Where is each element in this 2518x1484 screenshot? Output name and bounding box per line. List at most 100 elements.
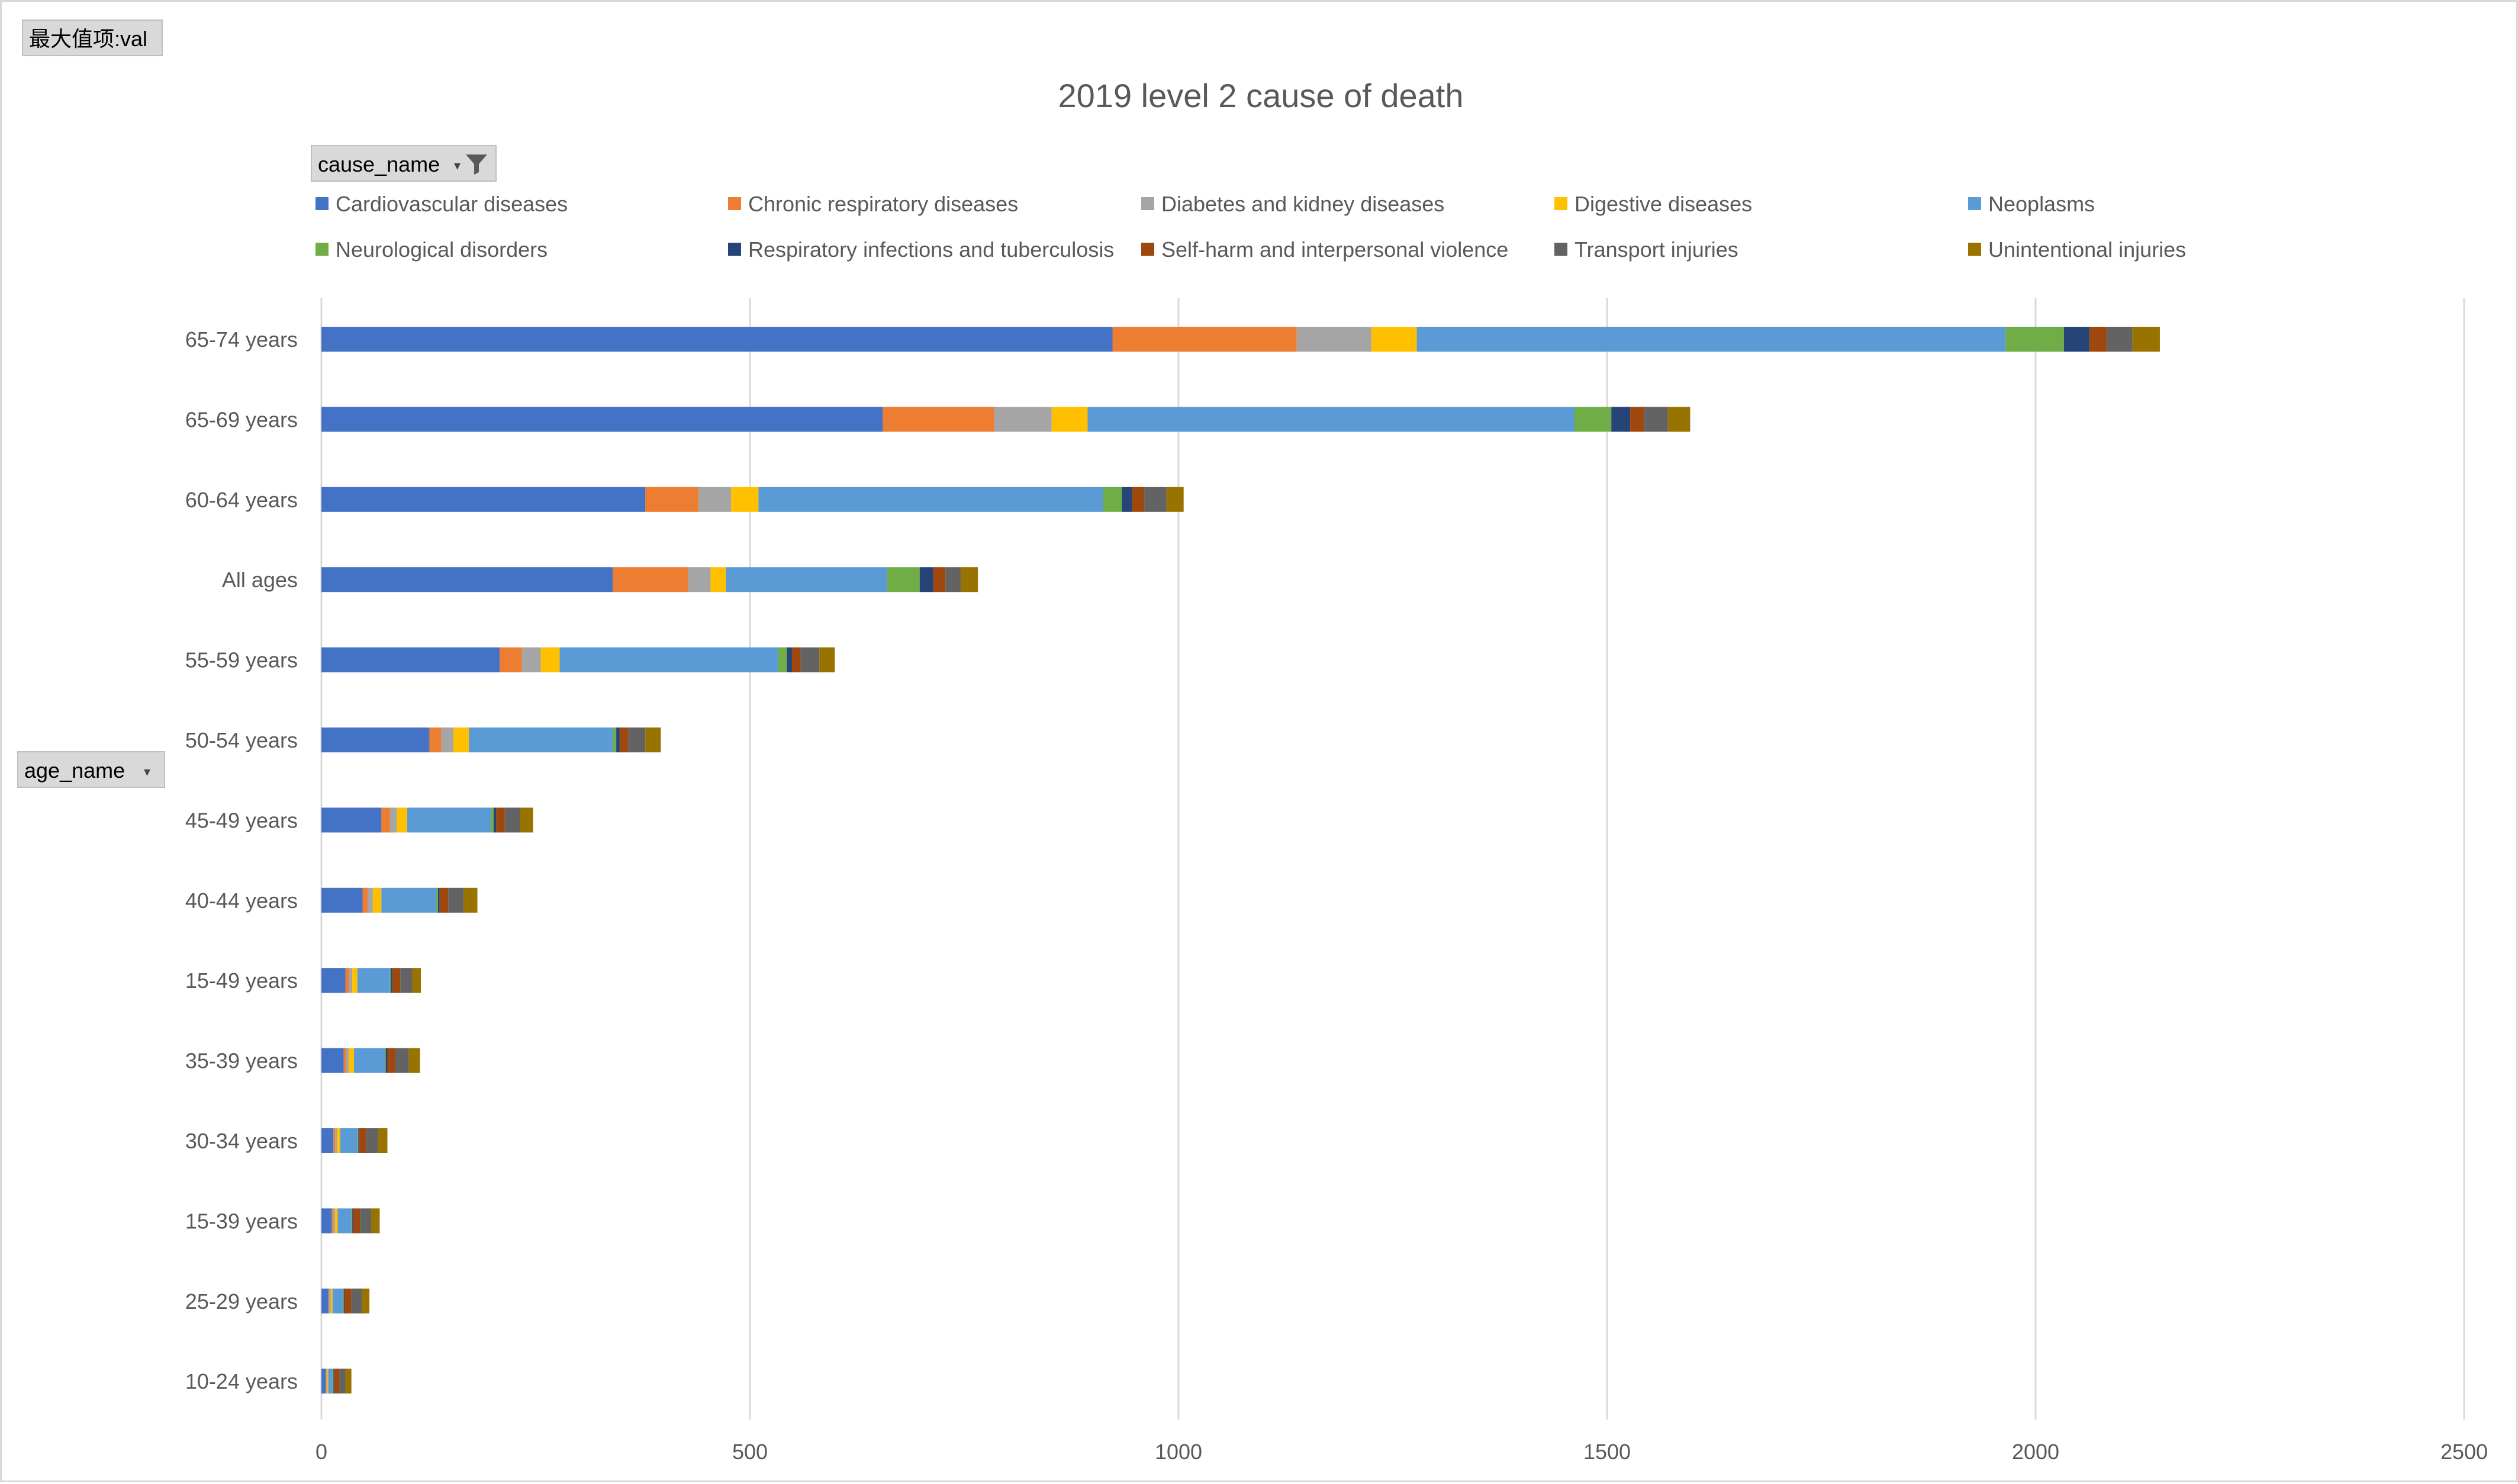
legend-item[interactable]: Cardiovascular diseases <box>315 190 568 218</box>
bar-segment[interactable] <box>448 887 464 913</box>
bar-segment[interactable] <box>559 647 778 672</box>
bar-segment[interactable] <box>321 1048 344 1073</box>
bar-segment[interactable] <box>335 1208 338 1234</box>
bar-segment[interactable] <box>391 968 393 993</box>
bar-segment[interactable] <box>362 1288 370 1314</box>
bar-segment[interactable] <box>352 1208 353 1234</box>
bar-segment[interactable] <box>500 647 522 672</box>
bar-segment[interactable] <box>1132 487 1145 512</box>
bar-segment[interactable] <box>321 327 1113 352</box>
bar-segment[interactable] <box>321 1128 334 1153</box>
bar-segment[interactable] <box>327 1369 329 1394</box>
bar-segment[interactable] <box>337 1208 352 1234</box>
bar-segment[interactable] <box>358 1128 359 1153</box>
age-name-filter-button[interactable]: age_name ▾ <box>17 751 165 788</box>
bar-segment[interactable] <box>321 807 382 833</box>
bar-segment[interactable] <box>1087 407 1574 432</box>
bar-segment[interactable] <box>339 1369 346 1394</box>
bar-segment[interactable] <box>758 487 1103 512</box>
bar-segment[interactable] <box>1644 407 1668 432</box>
bar-segment[interactable] <box>333 1208 336 1234</box>
bar-segment[interactable] <box>933 567 946 593</box>
bar-segment[interactable] <box>2107 327 2133 352</box>
bar-segment[interactable] <box>1103 487 1122 512</box>
bar-segment[interactable] <box>520 807 533 833</box>
bar-segment[interactable] <box>360 1208 371 1234</box>
bar-segment[interactable] <box>698 487 732 512</box>
bar-segment[interactable] <box>343 1048 346 1073</box>
legend-item[interactable]: Neurological disorders <box>315 236 548 264</box>
bar-segment[interactable] <box>1611 407 1631 432</box>
bar-segment[interactable] <box>710 567 726 593</box>
bar-segment[interactable] <box>345 968 349 993</box>
bar-segment[interactable] <box>1296 327 1371 352</box>
bar-segment[interactable] <box>321 1208 332 1234</box>
bar-segment[interactable] <box>726 567 887 593</box>
bar-segment[interactable] <box>1371 327 1417 352</box>
bar-segment[interactable] <box>332 1288 343 1314</box>
bar-segment[interactable] <box>321 567 613 593</box>
bar-segment[interactable] <box>919 567 933 593</box>
bar-segment[interactable] <box>381 887 437 913</box>
bar-segment[interactable] <box>2005 327 2064 352</box>
bar-segment[interactable] <box>1144 487 1167 512</box>
bar-segment[interactable] <box>321 968 346 993</box>
bar-segment[interactable] <box>366 1128 378 1153</box>
bar-segment[interactable] <box>392 968 401 993</box>
bar-segment[interactable] <box>540 647 560 672</box>
bar-segment[interactable] <box>439 887 449 913</box>
bar-segment[interactable] <box>333 1369 334 1394</box>
bar-segment[interactable] <box>2063 327 2090 352</box>
legend-item[interactable]: Respiratory infections and tuberculosis <box>728 236 1114 264</box>
bar-segment[interactable] <box>504 807 520 833</box>
bar-segment[interactable] <box>994 407 1052 432</box>
bar-segment[interactable] <box>357 968 390 993</box>
bar-segment[interactable] <box>412 968 421 993</box>
bar-segment[interactable] <box>335 1128 337 1153</box>
bar-segment[interactable] <box>321 407 883 432</box>
bar-segment[interactable] <box>321 647 500 672</box>
bar-segment[interactable] <box>359 1128 366 1153</box>
bar-segment[interactable] <box>961 567 978 593</box>
bar-segment[interactable] <box>441 727 453 752</box>
bar-segment[interactable] <box>645 727 661 752</box>
bar-segment[interactable] <box>2132 327 2160 352</box>
bar-segment[interactable] <box>345 1369 352 1394</box>
filter-icon[interactable] <box>463 152 490 176</box>
bar-segment[interactable] <box>613 567 688 593</box>
bar-segment[interactable] <box>819 647 835 672</box>
bar-segment[interactable] <box>329 1288 331 1314</box>
bar-segment[interactable] <box>887 567 920 593</box>
bar-segment[interactable] <box>330 1288 333 1314</box>
bar-segment[interactable] <box>387 1048 395 1073</box>
bar-segment[interactable] <box>349 968 353 993</box>
bar-segment[interactable] <box>351 1288 362 1314</box>
bar-segment[interactable] <box>321 1288 329 1314</box>
bar-segment[interactable] <box>613 727 617 752</box>
bar-segment[interactable] <box>1574 407 1612 432</box>
bar-segment[interactable] <box>389 968 391 993</box>
bar-segment[interactable] <box>385 1048 388 1073</box>
bar-segment[interactable] <box>378 1128 388 1153</box>
bar-segment[interactable] <box>496 807 505 833</box>
bar-segment[interactable] <box>321 727 430 752</box>
bar-segment[interactable] <box>469 727 613 752</box>
legend-item[interactable]: Unintentional injuries <box>1968 236 2186 264</box>
bar-segment[interactable] <box>1112 327 1297 352</box>
bar-segment[interactable] <box>371 1208 380 1234</box>
bar-segment[interactable] <box>337 1128 340 1153</box>
bar-segment[interactable] <box>791 647 801 672</box>
bar-segment[interactable] <box>437 887 440 913</box>
bar-segment[interactable] <box>1416 327 2006 352</box>
bar-segment[interactable] <box>381 807 390 833</box>
bar-segment[interactable] <box>778 647 787 672</box>
bar-segment[interactable] <box>397 807 407 833</box>
bar-segment[interactable] <box>321 887 363 913</box>
value-field-button[interactable]: 最大值项:val <box>22 20 163 56</box>
bar-segment[interactable] <box>800 647 820 672</box>
bar-segment[interactable] <box>331 1208 334 1234</box>
bar-segment[interactable] <box>321 487 646 512</box>
bar-segment[interactable] <box>453 727 469 752</box>
legend-item[interactable]: Self-harm and interpersonal violence <box>1141 236 1508 264</box>
bar-segment[interactable] <box>619 727 629 752</box>
